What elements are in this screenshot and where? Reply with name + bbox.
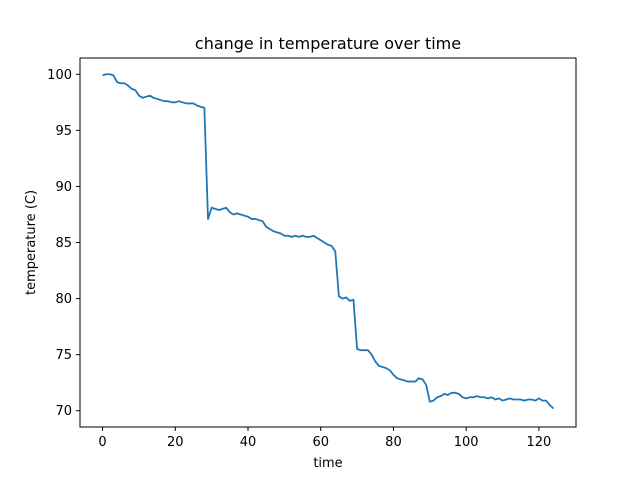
y-axis: 70 75 80 85 90 95 100 xyxy=(47,68,80,419)
y-tick-label: 80 xyxy=(55,292,72,307)
x-tick-label: 0 xyxy=(98,435,106,450)
x-tick-label: 20 xyxy=(167,435,184,450)
y-tick-label: 75 xyxy=(55,348,72,363)
series-layer xyxy=(102,73,555,410)
x-tick-label: 60 xyxy=(312,435,329,450)
x-tick-label: 120 xyxy=(526,435,551,450)
y-tick-label: 90 xyxy=(55,180,72,195)
y-tick-label: 85 xyxy=(55,236,72,251)
x-tick-label: 80 xyxy=(385,435,402,450)
chart-title: change in temperature over time xyxy=(195,34,461,53)
plot-area xyxy=(80,58,576,427)
x-axis-label: time xyxy=(313,456,342,471)
y-tick-label: 70 xyxy=(55,404,72,419)
y-tick-label: 95 xyxy=(55,124,72,139)
series-line-0 xyxy=(102,73,555,410)
x-axis: 0 20 40 60 80 100 120 xyxy=(98,427,551,450)
x-tick-label: 100 xyxy=(454,435,479,450)
x-tick-label: 40 xyxy=(240,435,257,450)
y-tick-label: 100 xyxy=(47,68,72,83)
y-axis-label: temperature (C) xyxy=(24,190,39,295)
